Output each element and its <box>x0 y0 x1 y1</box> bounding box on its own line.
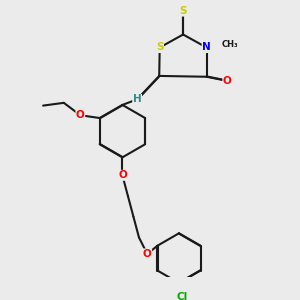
Text: Cl: Cl <box>176 292 188 300</box>
Text: CH₃: CH₃ <box>222 40 238 49</box>
Text: O: O <box>118 170 127 180</box>
Text: N: N <box>202 43 211 52</box>
Text: O: O <box>143 249 152 259</box>
Text: O: O <box>223 76 232 86</box>
Text: S: S <box>179 6 187 16</box>
Text: O: O <box>76 110 85 120</box>
Text: S: S <box>156 43 164 52</box>
Text: H: H <box>133 94 142 104</box>
